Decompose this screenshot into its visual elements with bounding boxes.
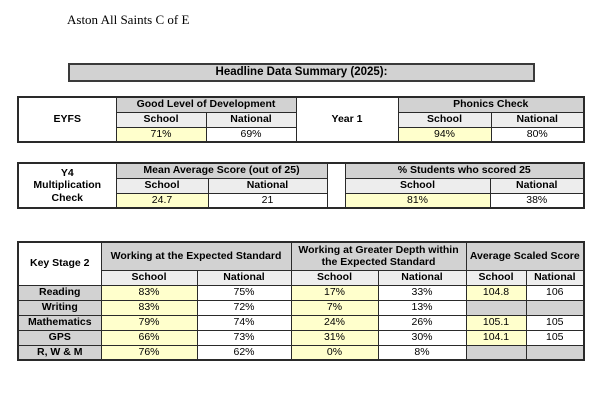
table-row: Mathematics 79% 74% 24% 26% 105.1 105	[17, 314, 585, 331]
table-row: GPS 66% 73% 31% 30% 104.1 105	[17, 329, 585, 346]
mathematics-ass-school-value: 105.1	[465, 314, 527, 331]
writing-wes-national-value: 72%	[196, 299, 292, 316]
y4-row-label: Y4 Multiplication Check	[17, 162, 117, 209]
table-row: R, W & M 76% 62% 0% 8%	[17, 344, 585, 361]
headline-title-bar: Headline Data Summary (2025):	[68, 63, 535, 82]
reading-wes-school-value: 83%	[100, 284, 198, 301]
wgd-national-header: National	[377, 269, 467, 286]
phonics-national-value: 80%	[490, 126, 585, 143]
pct25-national-value: 38%	[489, 192, 585, 209]
gps-wes-school-value: 66%	[100, 329, 198, 346]
ks2-row-label-writing: Writing	[17, 299, 102, 316]
mathematics-wgd-school-value: 24%	[290, 314, 379, 331]
ks2-corner-label: Key Stage 2	[17, 241, 102, 286]
ass-school-header: School	[465, 269, 527, 286]
y4-multiplication-table: Y4 Multiplication Check Mean Average Sco…	[17, 162, 585, 209]
ks2-row-label-rwm: R, W & M	[17, 344, 102, 361]
phonics-school-value: 94%	[397, 126, 492, 143]
phonics-group-header: Phonics Check	[397, 96, 585, 113]
mean-national-value: 21	[207, 192, 328, 209]
reading-wes-national-value: 75%	[196, 284, 292, 301]
ks2-row-label-reading: Reading	[17, 284, 102, 301]
school-name: Aston All Saints C of E	[67, 12, 190, 27]
year1-row-label: Year 1	[295, 96, 399, 143]
spacer-cell	[326, 162, 346, 209]
pct25-group-header: % Students who scored 25	[344, 162, 585, 179]
key-stage-2-table: Key Stage 2 Working at the Expected Stan…	[17, 241, 586, 361]
writing-wgd-national-value: 13%	[377, 299, 467, 316]
expected-standard-group-header: Working at the Expected Standard	[100, 241, 292, 271]
writing-wes-school-value: 83%	[100, 299, 198, 316]
gld-group-header: Good Level of Development	[115, 96, 297, 113]
gps-ass-national-value: 105	[525, 329, 585, 346]
eyfs-row-label: EYFS	[17, 96, 117, 143]
pct25-school-value: 81%	[344, 192, 491, 209]
table-row: Reading 83% 75% 17% 33% 104.8 106	[17, 284, 585, 301]
gps-ass-school-value: 104.1	[465, 329, 527, 346]
rwm-wes-national-value: 62%	[196, 344, 292, 361]
mathematics-ass-national-value: 105	[525, 314, 585, 331]
rwm-wgd-national-value: 8%	[377, 344, 467, 361]
gps-wgd-school-value: 31%	[290, 329, 379, 346]
greater-depth-group-header: Working at Greater Depth within the Expe…	[290, 241, 467, 271]
mathematics-wgd-national-value: 26%	[377, 314, 467, 331]
reading-wgd-school-value: 17%	[290, 284, 379, 301]
wes-school-header: School	[100, 269, 198, 286]
gld-school-value: 71%	[115, 126, 207, 143]
mean-national-header: National	[207, 177, 328, 194]
pct25-national-header: National	[489, 177, 585, 194]
rwm-wes-school-value: 76%	[100, 344, 198, 361]
writing-wgd-school-value: 7%	[290, 299, 379, 316]
gps-wes-national-value: 73%	[196, 329, 292, 346]
writing-ass-national-value	[525, 299, 585, 316]
rwm-ass-school-value	[465, 344, 527, 361]
rwm-ass-national-value	[525, 344, 585, 361]
wgd-school-header: School	[290, 269, 379, 286]
gld-national-header: National	[205, 111, 297, 128]
gld-national-value: 69%	[205, 126, 297, 143]
eyfs-year1-table: EYFS Good Level of Development Year 1 Ph…	[17, 96, 586, 143]
mean-school-value: 24.7	[115, 192, 209, 209]
reading-wgd-national-value: 33%	[377, 284, 467, 301]
table-row: Writing 83% 72% 7% 13%	[17, 299, 585, 316]
ass-national-header: National	[525, 269, 585, 286]
mean-score-group-header: Mean Average Score (out of 25)	[115, 162, 328, 179]
mathematics-wes-school-value: 79%	[100, 314, 198, 331]
gld-school-header: School	[115, 111, 207, 128]
ks2-row-label-gps: GPS	[17, 329, 102, 346]
mean-school-header: School	[115, 177, 209, 194]
reading-ass-national-value: 106	[525, 284, 585, 301]
wes-national-header: National	[196, 269, 292, 286]
avg-scaled-score-group-header: Average Scaled Score	[465, 241, 585, 271]
rwm-wgd-school-value: 0%	[290, 344, 379, 361]
phonics-school-header: School	[397, 111, 492, 128]
gps-wgd-national-value: 30%	[377, 329, 467, 346]
writing-ass-school-value	[465, 299, 527, 316]
ks2-row-label-mathematics: Mathematics	[17, 314, 102, 331]
phonics-national-header: National	[490, 111, 585, 128]
mathematics-wes-national-value: 74%	[196, 314, 292, 331]
pct25-school-header: School	[344, 177, 491, 194]
reading-ass-school-value: 104.8	[465, 284, 527, 301]
